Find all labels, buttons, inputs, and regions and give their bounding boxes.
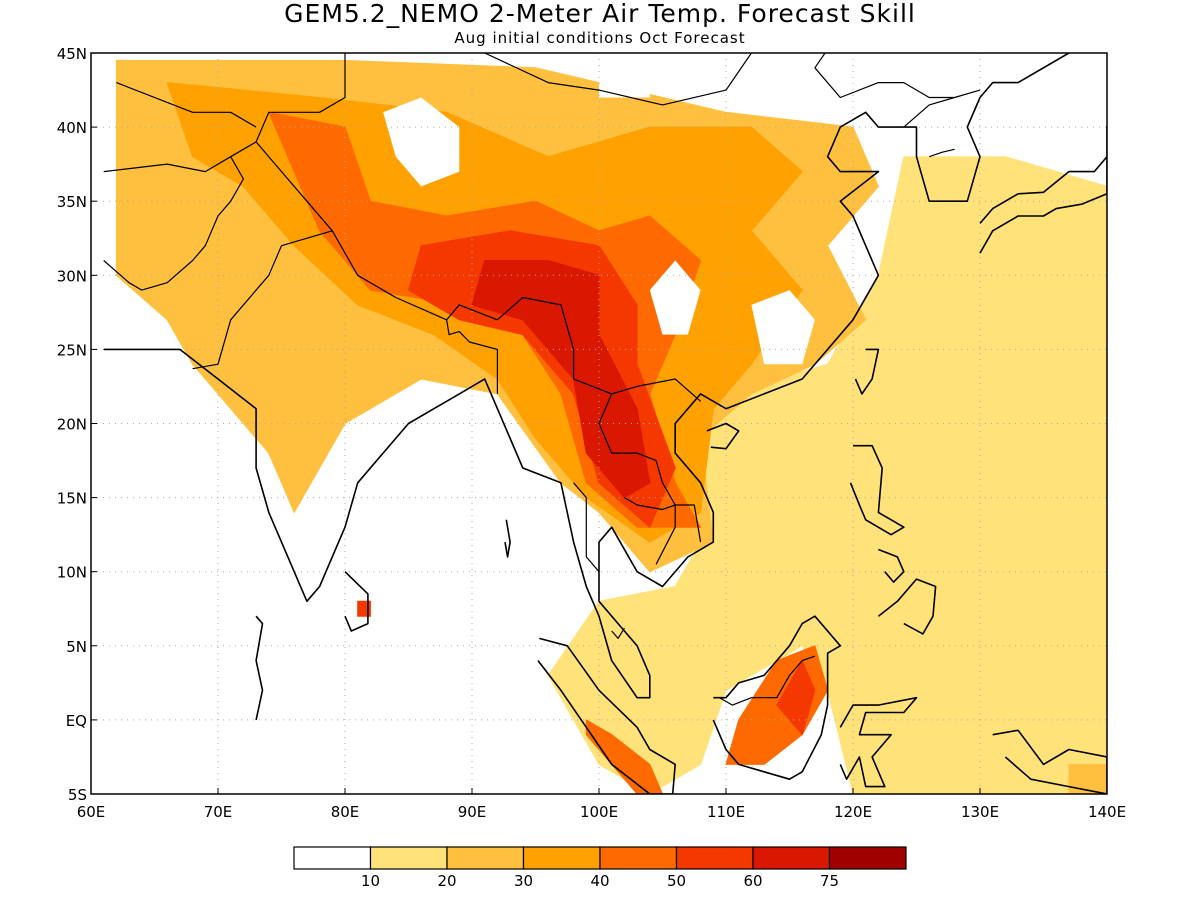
coastline-layer bbox=[103, 53, 1107, 794]
coastline-andaman bbox=[504, 519, 511, 558]
x-tick-label: 110E bbox=[707, 803, 745, 821]
y-tick-label: 15N bbox=[57, 490, 87, 508]
colorbar-swatch bbox=[599, 846, 678, 870]
x-tick-label: 120E bbox=[834, 803, 872, 821]
skill-region-8 bbox=[585, 719, 664, 794]
country-border-8 bbox=[624, 497, 702, 543]
y-tick-label: 10N bbox=[57, 564, 87, 582]
colorbar-label: 20 bbox=[437, 872, 456, 890]
border-layer bbox=[103, 53, 981, 706]
coastline-borneo bbox=[712, 615, 842, 781]
x-tick-label: 70E bbox=[204, 803, 233, 821]
low-skill-area-1 bbox=[649, 260, 701, 335]
colorbar-swatch bbox=[369, 846, 448, 870]
colorbar-swatch bbox=[828, 846, 907, 870]
coastline-java-edge bbox=[668, 793, 670, 794]
low-skill-area-2 bbox=[751, 290, 815, 365]
y-tick-label: 45N bbox=[57, 45, 87, 63]
colorbar-label: 40 bbox=[590, 872, 609, 890]
y-tick-label: 25N bbox=[57, 341, 87, 359]
coastline-hainan bbox=[706, 422, 740, 450]
country-border-9 bbox=[573, 482, 600, 573]
colorbar-swatch bbox=[446, 846, 525, 870]
coastline-mindanao bbox=[877, 578, 937, 635]
colorbar-swatch bbox=[293, 846, 372, 870]
coastline-sri-lanka bbox=[344, 571, 369, 632]
colorbar-label: 60 bbox=[743, 872, 762, 890]
colorbar-label: 30 bbox=[514, 872, 533, 890]
country-border-10 bbox=[611, 627, 625, 640]
country-border-5 bbox=[345, 53, 981, 106]
low-skill-area-3 bbox=[599, 67, 650, 98]
country-border-6 bbox=[446, 319, 498, 394]
x-tick-label: 60E bbox=[77, 803, 106, 821]
y-tick-label: 40N bbox=[57, 119, 87, 137]
country-border-1 bbox=[255, 53, 346, 143]
coastline-sulawesi bbox=[839, 696, 918, 788]
country-border-12 bbox=[929, 148, 955, 158]
coastline-sumatra bbox=[537, 637, 677, 794]
colorbar: 10 20 30 40 50 60 75 bbox=[293, 846, 907, 890]
chart-title: GEM5.2_NEMO 2-Meter Air Temp. Forecast S… bbox=[284, 0, 916, 28]
colorbar-swatch bbox=[752, 846, 831, 870]
x-tick-label: 80E bbox=[331, 803, 360, 821]
country-border-4 bbox=[103, 156, 244, 291]
x-tick-label: 90E bbox=[458, 803, 487, 821]
coastline-luzon bbox=[849, 444, 905, 536]
country-border-2 bbox=[116, 82, 257, 128]
colorbar-label: 10 bbox=[361, 872, 380, 890]
low-skill-area-0 bbox=[383, 97, 460, 187]
y-tick-label: 5N bbox=[66, 638, 87, 656]
x-tick-label: 100E bbox=[580, 803, 618, 821]
colorbar-label: 50 bbox=[667, 872, 686, 890]
y-tick-label: 35N bbox=[57, 193, 87, 211]
country-border-11 bbox=[903, 96, 955, 128]
y-tick-label: 20N bbox=[57, 416, 87, 434]
country-border-7 bbox=[598, 393, 676, 565]
skill-region-10 bbox=[1068, 763, 1107, 794]
colorbar-swatch bbox=[522, 846, 601, 870]
y-tick-label: EQ bbox=[66, 712, 87, 730]
coastline-maldives bbox=[255, 615, 264, 721]
colorbar-label: 75 bbox=[820, 872, 839, 890]
y-tick-label: 30N bbox=[57, 267, 87, 285]
coastline-south-asia-east-asia bbox=[103, 53, 1070, 699]
coastline-japan bbox=[979, 124, 1107, 254]
x-tick-label: 130E bbox=[961, 803, 999, 821]
country-border-3 bbox=[192, 230, 333, 370]
x-tick-label: 140E bbox=[1088, 803, 1126, 821]
coastline-taiwan bbox=[854, 348, 880, 395]
skill-region-7 bbox=[776, 659, 816, 736]
y-tick-label: 5S bbox=[68, 786, 87, 804]
chart-subtitle: Aug initial conditions Oct Forecast bbox=[454, 29, 746, 47]
country-border-13 bbox=[719, 655, 816, 706]
coastline-visayas bbox=[878, 548, 905, 583]
colorbar-swatch bbox=[675, 846, 754, 870]
skill-shading-layer bbox=[91, 53, 1107, 794]
axis-layer: 60E 70E 80E 90E 100E 110E 120E 130E 140E 45N 40N 35… bbox=[57, 45, 1126, 821]
coastline-new-guinea bbox=[992, 729, 1107, 794]
